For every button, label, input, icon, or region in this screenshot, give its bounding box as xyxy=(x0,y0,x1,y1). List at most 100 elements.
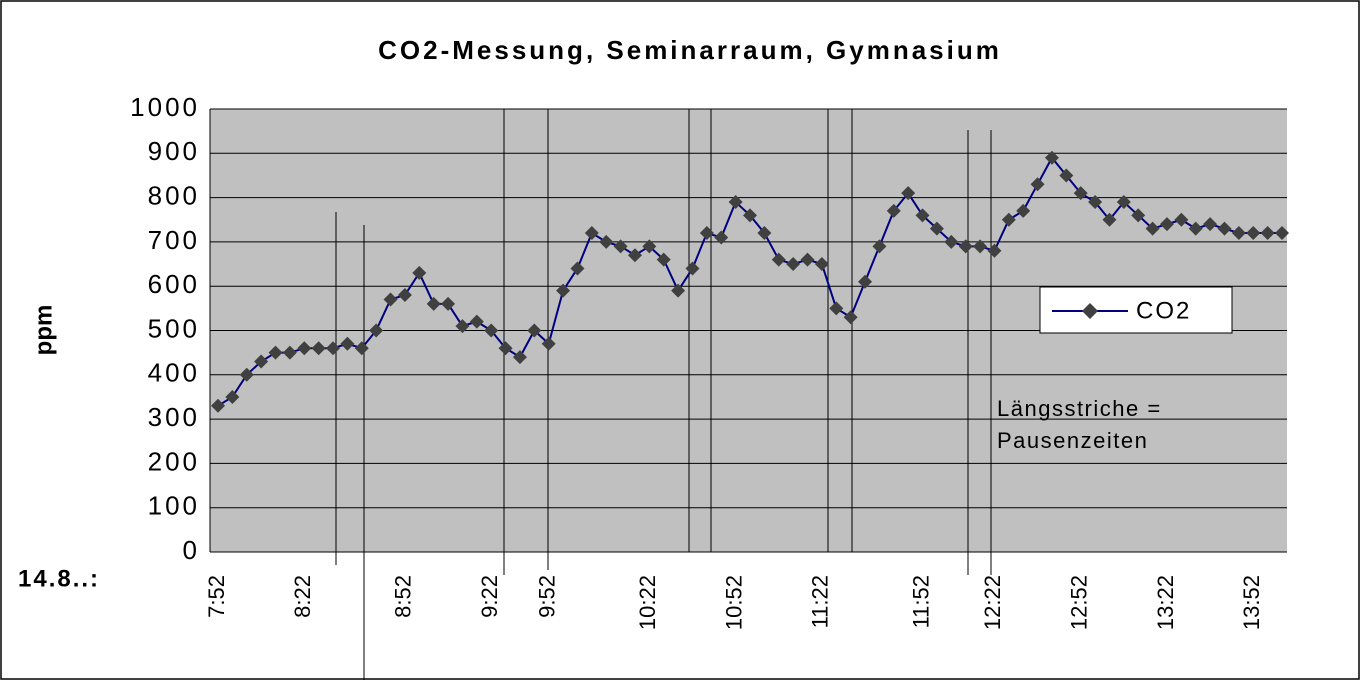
data-point xyxy=(512,350,527,365)
data-point xyxy=(958,239,973,254)
data-point xyxy=(699,226,714,241)
y-tick-label: 700 xyxy=(148,225,200,255)
data-point xyxy=(1073,186,1088,201)
data-point xyxy=(268,345,283,360)
y-tick-label: 100 xyxy=(148,491,200,521)
data-point xyxy=(728,195,743,210)
data-point xyxy=(786,257,801,272)
data-point xyxy=(397,288,412,303)
data-point xyxy=(929,221,944,236)
x-tick-label: 13:52 xyxy=(1239,575,1264,630)
data-point xyxy=(1174,212,1189,227)
chart-title: CO2-Messung, Seminarraum, Gymnasium xyxy=(378,35,1002,65)
legend: CO2 xyxy=(1039,286,1233,334)
data-point xyxy=(541,336,556,351)
data-point xyxy=(973,239,988,254)
x-tick-label: 9:52 xyxy=(535,575,560,618)
x-tick-label: 7:52 xyxy=(204,575,229,618)
x-tick-label: 9:22 xyxy=(477,575,502,618)
data-point xyxy=(340,336,355,351)
data-point xyxy=(282,345,297,360)
data-point xyxy=(829,301,844,316)
data-point xyxy=(1217,221,1232,236)
annotation: Pausenzeiten xyxy=(997,428,1148,453)
data-point xyxy=(354,341,369,356)
data-point xyxy=(671,283,686,298)
data-point xyxy=(757,226,772,241)
data-point xyxy=(211,398,225,413)
data-point xyxy=(556,283,571,298)
data-point xyxy=(1059,168,1074,183)
data-point xyxy=(886,203,901,218)
y-tick-label: 500 xyxy=(148,313,200,343)
data-point xyxy=(1088,195,1103,210)
data-point xyxy=(1203,217,1218,232)
y-axis-label: ppm xyxy=(30,305,57,356)
x-tick-label: 12:22 xyxy=(980,575,1005,630)
y-tick-label: 0 xyxy=(183,535,200,565)
data-point xyxy=(1275,226,1289,241)
x-axis-label: 14.8..: xyxy=(18,565,100,592)
data-point xyxy=(225,389,240,404)
data-point xyxy=(426,296,441,311)
data-point xyxy=(1016,203,1031,218)
x-tick-label: 13:22 xyxy=(1153,575,1178,630)
data-point xyxy=(1131,208,1146,223)
data-point xyxy=(369,323,384,338)
data-point xyxy=(642,239,657,254)
data-point xyxy=(1159,217,1174,232)
data-point xyxy=(872,239,887,254)
legend-marker xyxy=(1082,303,1098,319)
y-tick-label: 200 xyxy=(148,446,200,476)
data-point xyxy=(254,354,269,369)
legend-label: CO2 xyxy=(1136,297,1191,324)
y-tick-label: 900 xyxy=(148,136,200,166)
data-point xyxy=(944,234,959,249)
x-tick-label: 8:52 xyxy=(391,575,416,618)
data-point xyxy=(901,186,916,201)
data-point xyxy=(599,234,614,249)
data-point xyxy=(455,319,470,334)
y-tick-label: 1000 xyxy=(130,92,200,122)
data-point xyxy=(1102,212,1117,227)
x-tick-label: 10:52 xyxy=(721,575,746,630)
y-tick-label: 400 xyxy=(148,358,200,388)
data-point xyxy=(326,341,341,356)
y-tick-label: 300 xyxy=(148,402,200,432)
data-point xyxy=(800,252,815,267)
data-point xyxy=(584,226,599,241)
x-tick-label: 11:22 xyxy=(808,575,833,628)
data-point xyxy=(1188,221,1203,236)
data-point xyxy=(858,274,873,289)
data-point xyxy=(527,323,542,338)
data-point xyxy=(1044,150,1059,165)
data-point xyxy=(412,265,427,280)
data-point xyxy=(1260,226,1275,241)
data-point xyxy=(843,310,858,325)
data-point xyxy=(714,230,729,245)
data-point xyxy=(469,314,484,329)
grid xyxy=(210,108,1287,553)
x-tick-label: 11:52 xyxy=(908,575,933,628)
data-point xyxy=(239,367,254,382)
data-point xyxy=(383,292,398,307)
data-point xyxy=(743,208,757,223)
data-point xyxy=(498,341,513,356)
data-point xyxy=(627,248,642,263)
data-point xyxy=(1001,212,1016,227)
data-point xyxy=(1116,195,1131,210)
annotation: Längsstriche = xyxy=(997,396,1162,421)
y-tick-label: 600 xyxy=(148,269,200,299)
data-point xyxy=(484,323,499,338)
data-point xyxy=(771,252,786,267)
data-point xyxy=(685,261,700,276)
data-point xyxy=(814,257,829,272)
x-tick-label: 12:52 xyxy=(1067,575,1092,630)
data-point xyxy=(1030,177,1045,192)
y-tick-label: 800 xyxy=(148,180,200,210)
data-point xyxy=(1246,226,1261,241)
data-point xyxy=(1231,226,1246,241)
data-point xyxy=(656,252,671,267)
data-point xyxy=(297,341,312,356)
data-point xyxy=(570,261,585,276)
